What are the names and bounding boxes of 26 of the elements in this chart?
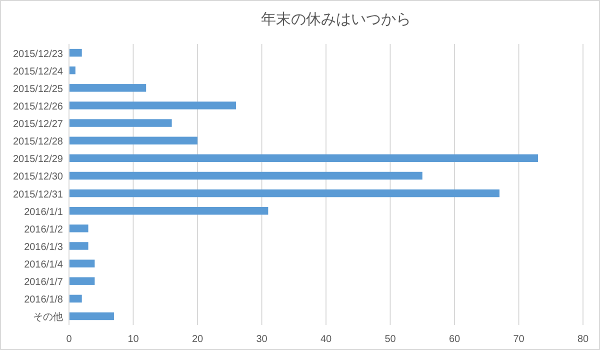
y-tick-label: 2016/1/7 [24, 277, 64, 288]
y-tick-label: 2016/1/2 [24, 224, 64, 236]
y-tick-label: 2016/1/8 [24, 294, 64, 306]
x-tick-label: 60 [448, 334, 460, 345]
y-tick-label: 2015/12/27 [12, 119, 64, 130]
y-tick-label: 2016/1/4 [24, 260, 64, 271]
y-tick-label: 2015/12/23 [12, 48, 64, 60]
y-tick-label: 2016/1/1 [24, 206, 64, 218]
x-tick-label: 80 [577, 334, 589, 345]
x-tick-label: 20 [192, 334, 204, 345]
x-tick-label: 40 [320, 334, 332, 345]
x-tick-label: 50 [384, 334, 396, 345]
y-tick-label: その他 [33, 311, 63, 324]
y-tick-label: 2015/12/30 [12, 172, 64, 183]
y-tick-label: 2016/1/3 [24, 242, 64, 253]
y-tick-label: 2015/12/28 [12, 136, 64, 148]
x-tick-label: 70 [513, 334, 525, 345]
y-tick-label: 2015/12/29 [12, 154, 64, 166]
x-tick-label: 30 [256, 334, 268, 345]
y-tick-label: 2015/12/24 [12, 66, 64, 78]
y-tick-label: 2015/12/25 [12, 84, 64, 95]
y-tick-label: 2015/12/26 [12, 101, 64, 112]
y-tick-label: 2015/12/31 [12, 189, 64, 200]
x-tick-label: 10 [128, 334, 140, 345]
chart-title: 年末の休みはいつから [261, 11, 411, 28]
x-tick-label: 0 [66, 334, 72, 345]
